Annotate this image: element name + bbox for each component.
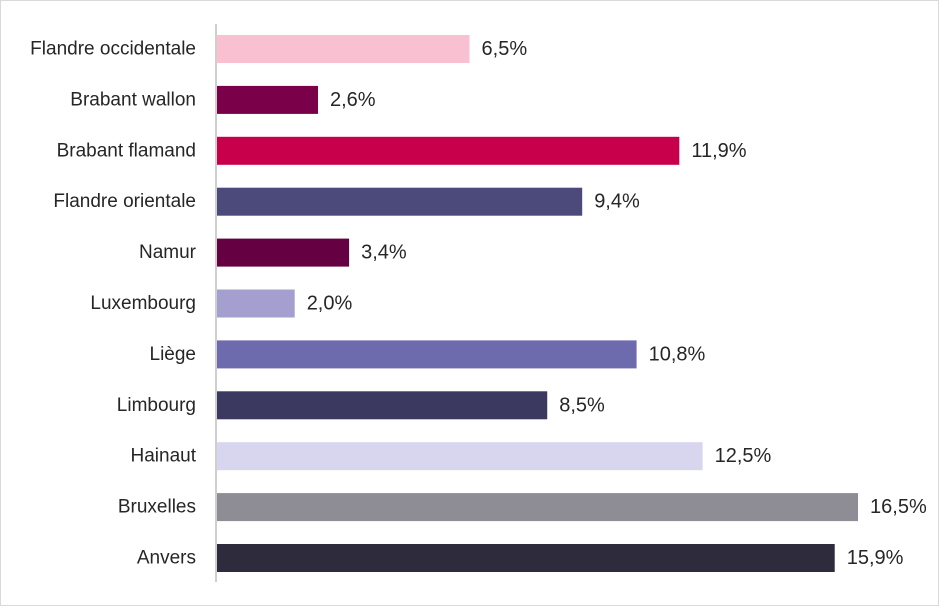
category-label: Namur (139, 242, 197, 263)
bar (217, 493, 859, 522)
bar (217, 238, 350, 267)
bar (217, 391, 548, 420)
bar (217, 289, 295, 318)
data-label: 11,9% (691, 140, 746, 162)
data-label: 8,5% (559, 394, 605, 416)
data-label: 2,6% (330, 89, 376, 111)
category-label: Flandre occidentale (30, 39, 196, 60)
category-label: Anvers (137, 548, 196, 569)
category-label: Liège (150, 344, 197, 365)
category-label: Flandre orientale (53, 191, 196, 212)
bar (217, 35, 470, 63)
category-label: Hainaut (131, 446, 197, 467)
bar (217, 136, 680, 165)
data-label: 6,5% (482, 38, 528, 60)
data-label: 2,0% (307, 293, 353, 315)
category-label: Luxembourg (90, 293, 196, 314)
category-label: Limbourg (117, 395, 196, 416)
category-label: Brabant flamand (57, 140, 196, 161)
data-label: 3,4% (361, 242, 407, 264)
data-label: 16,5% (870, 496, 927, 518)
category-label: Brabant wallon (70, 89, 196, 110)
category-label: Bruxelles (118, 497, 196, 518)
data-label: 12,5% (715, 445, 772, 467)
bar (217, 544, 835, 572)
data-label: 9,4% (594, 191, 640, 213)
bar (217, 340, 637, 369)
bar (217, 85, 319, 114)
bar (217, 187, 583, 216)
data-label: 15,9% (847, 547, 904, 569)
bar (217, 442, 703, 471)
data-label: 10,8% (649, 343, 706, 365)
